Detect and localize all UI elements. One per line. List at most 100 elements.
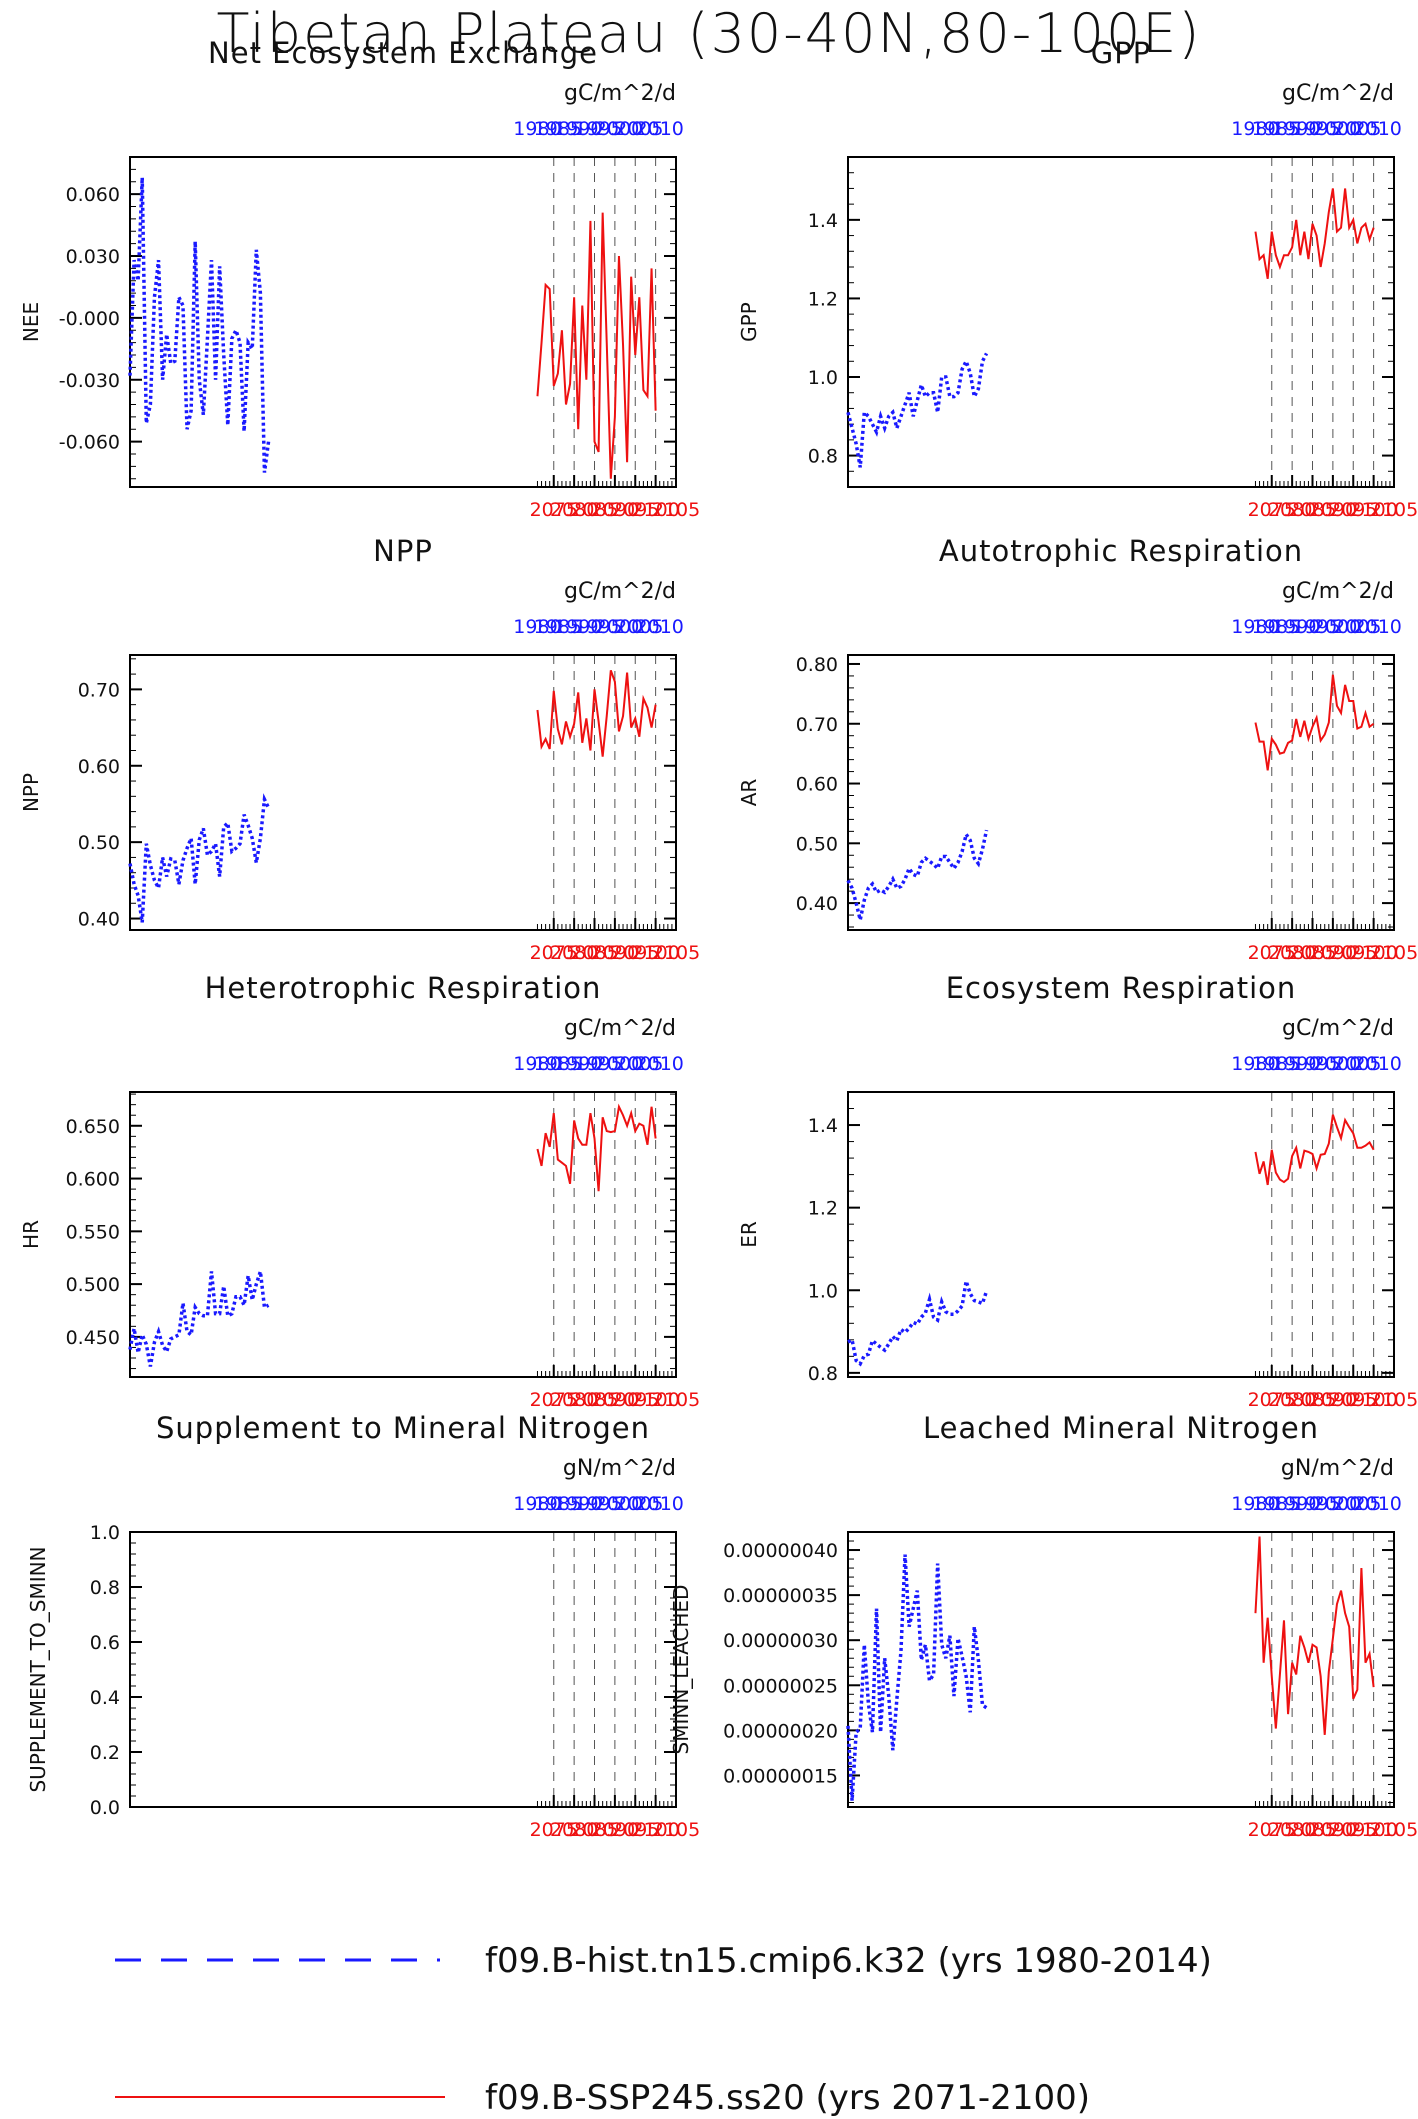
x-top-tick-label: 2000	[1313, 616, 1361, 638]
x-bottom-tick-label: 2095	[611, 499, 659, 521]
y-tick-label: -0.030	[59, 370, 120, 392]
x-bottom-tick-label: 2105	[652, 1389, 700, 1411]
x-bottom-tick-label: 2075	[530, 1389, 578, 1411]
x-bottom-tick-label: 2075	[1248, 499, 1296, 521]
y-axis-label: NPP	[19, 773, 43, 812]
x-top-tick-label: 1990	[554, 616, 602, 638]
series-line-future	[536, 212, 657, 479]
units-label: gC/m^2/d	[564, 579, 676, 604]
plot-frame	[847, 1091, 1395, 1378]
x-top-tick-label: 2005	[615, 1493, 663, 1515]
y-axis-label: ER	[737, 1221, 761, 1248]
x-bottom-tick-label: 2095	[1329, 1819, 1377, 1841]
x-bottom-tick-label: 2085	[1288, 499, 1336, 521]
series-line-future	[1254, 1114, 1375, 1186]
x-top-tick-label: 1980	[1231, 616, 1279, 638]
x-bottom-tick-label: 2105	[1370, 499, 1418, 521]
x-bottom-tick-label: 2085	[1288, 942, 1336, 964]
x-top-tick-label: 1995	[1292, 118, 1340, 140]
x-top-tick-label: 2000	[595, 1053, 643, 1075]
x-top-tick-label: 1980	[513, 1493, 561, 1515]
x-top-tick-label: 2000	[595, 118, 643, 140]
x-top-tick-label: 1995	[1292, 1053, 1340, 1075]
y-tick-label: -0.000	[59, 308, 120, 330]
x-top-tick-label: 1980	[1231, 1493, 1279, 1515]
plot-frame	[129, 654, 677, 931]
y-tick-label: 0.2	[90, 1742, 120, 1764]
y-tick-label: 0.060	[66, 184, 120, 206]
y-tick-label: 0.030	[66, 246, 120, 268]
x-bottom-tick-label: 2075	[1248, 942, 1296, 964]
x-bottom-tick-label: 2090	[1309, 942, 1357, 964]
x-bottom-tick-label: 2100	[1349, 942, 1397, 964]
x-top-tick-label: 2005	[1333, 1493, 1381, 1515]
y-axis-label: AR	[737, 779, 761, 807]
x-bottom-tick-label: 2085	[1288, 1819, 1336, 1841]
x-top-tick-label: 2000	[1313, 1493, 1361, 1515]
x-bottom-tick-label: 2075	[530, 1819, 578, 1841]
units-label: gC/m^2/d	[1282, 579, 1394, 604]
y-tick-label: 0.80	[796, 654, 838, 676]
chart-panel-5: Ecosystem Respiration gC/m^2/d ER 1.4 1.2 1.0…	[737, 971, 1418, 1411]
x-bottom-tick-label: 2075	[1248, 1389, 1296, 1411]
y-tick-label: 0.00000035	[723, 1585, 838, 1607]
chart-panel-2: NPPgC/m^2/dNPP0.700.600.500.402075208020…	[19, 534, 700, 964]
x-top-tick-label: 2005	[615, 1053, 663, 1075]
x-top-tick-label: 2010	[636, 1493, 684, 1515]
units-label: gN/m^2/d	[1281, 1456, 1394, 1481]
y-tick-label: 0.0	[90, 1797, 120, 1819]
x-top-tick-label: 1990	[1272, 118, 1320, 140]
x-bottom-tick-label: 2105	[1370, 942, 1418, 964]
chart-panel-4: Heterotrophic Respiration gC/m^2/d HR 0.650…	[19, 971, 700, 1411]
y-axis-label: NEE	[19, 302, 43, 342]
y-tick-label: 0.8	[90, 1577, 120, 1599]
chart-panel-1: GPPgC/m^2/dGPP1.41.21.00.820752080208520…	[737, 36, 1418, 521]
x-bottom-tick-label: 2090	[591, 1389, 639, 1411]
y-tick-label: 0.6	[90, 1632, 120, 1654]
series-line-hist	[128, 1270, 270, 1367]
x-top-tick-label: 1985	[1252, 1493, 1300, 1515]
units-label: gC/m^2/d	[564, 81, 676, 106]
x-top-tick-label: 1990	[1272, 1493, 1320, 1515]
legend-future-label: f09.B-SSP245.ss20 (yrs 2071-2100)	[485, 2078, 1090, 2118]
plot-frame	[129, 156, 677, 488]
y-axis-label: SUPPLEMENT_TO_SMINN	[26, 1546, 50, 1792]
series-line-hist	[846, 1554, 988, 1801]
x-top-tick-label: 2005	[615, 616, 663, 638]
x-top-tick-label: 2000	[595, 1493, 643, 1515]
y-tick-label: -0.060	[59, 432, 120, 454]
x-bottom-tick-label: 2090	[1309, 499, 1357, 521]
x-bottom-tick-label: 2090	[591, 499, 639, 521]
y-tick-label: 0.40	[78, 909, 120, 931]
x-top-tick-label: 2005	[1333, 616, 1381, 638]
y-tick-label: 0.4	[90, 1687, 120, 1709]
x-top-tick-label: 2010	[636, 616, 684, 638]
legend: f09.B-hist.tn15.cmip6.k32 (yrs 1980-2014…	[115, 1941, 1212, 2118]
x-top-tick-label: 2000	[1313, 118, 1361, 140]
x-top-tick-label: 1990	[1272, 616, 1320, 638]
x-bottom-tick-label: 2095	[1329, 1389, 1377, 1411]
chart-panel-7: Leached Mineral Nitrogen gN/m^2/d SMINN_LE…	[669, 1411, 1418, 1841]
x-top-tick-label: 1980	[1231, 118, 1279, 140]
y-tick-label: 0.650	[66, 1116, 120, 1138]
x-bottom-tick-label: 2095	[611, 1389, 659, 1411]
y-tick-label: 0.600	[66, 1169, 120, 1191]
x-top-tick-label: 1990	[554, 1493, 602, 1515]
x-bottom-tick-label: 2105	[652, 499, 700, 521]
x-top-tick-label: 2010	[636, 1053, 684, 1075]
x-top-tick-label: 2005	[1333, 118, 1381, 140]
x-bottom-tick-label: 2095	[611, 1819, 659, 1841]
y-axis-label: SMINN_LEACHED	[669, 1585, 693, 1755]
y-tick-label: 0.8	[808, 1363, 838, 1385]
x-top-tick-label: 1985	[534, 1053, 582, 1075]
x-top-tick-label: 1990	[554, 1053, 602, 1075]
plot-frame	[129, 1531, 677, 1808]
x-top-tick-label: 1995	[574, 118, 622, 140]
units-label: gC/m^2/d	[564, 1016, 676, 1041]
x-bottom-tick-label: 2080	[550, 1389, 598, 1411]
x-top-tick-label: 1985	[534, 118, 582, 140]
x-bottom-tick-label: 2080	[550, 942, 598, 964]
y-tick-label: 0.70	[78, 679, 120, 701]
x-bottom-tick-label: 2090	[1309, 1389, 1357, 1411]
